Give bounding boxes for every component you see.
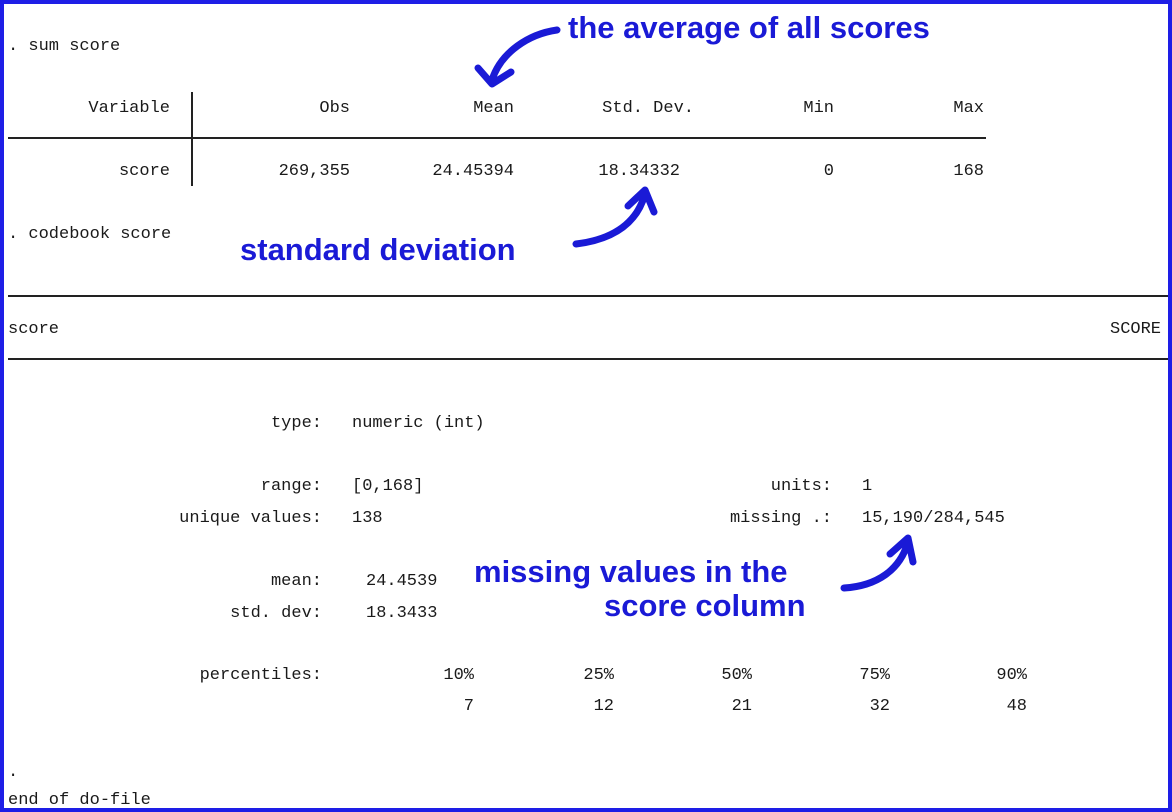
end-prompt-dot: . bbox=[8, 763, 19, 782]
unique-values-label: unique values: bbox=[179, 509, 322, 528]
cell-std-dev: 18.34332 bbox=[598, 162, 680, 181]
percentiles-label: percentiles: bbox=[199, 666, 322, 685]
percentile-value: 21 bbox=[731, 697, 752, 716]
missing-value: 15,190/284,545 bbox=[862, 509, 1005, 528]
table-divider-horizontal bbox=[8, 137, 986, 139]
header-variable: Variable bbox=[88, 99, 170, 118]
percentile-label: 75% bbox=[859, 666, 890, 685]
percentile-label: 50% bbox=[721, 666, 752, 685]
unique-values-value: 138 bbox=[352, 509, 383, 528]
codebook-variable-label: SCORE bbox=[1110, 320, 1162, 339]
std-dev-label: std. dev: bbox=[230, 604, 322, 623]
codebook-variable-name: score bbox=[8, 320, 60, 339]
percentile-value: 32 bbox=[869, 697, 890, 716]
annotation-std-dev: standard deviation bbox=[240, 232, 516, 267]
mean-label: mean: bbox=[270, 572, 322, 591]
units-label: units: bbox=[770, 477, 832, 496]
type-value: numeric (int) bbox=[352, 414, 485, 433]
codebook-rule-bottom bbox=[8, 358, 1168, 360]
arrow-missing-icon bbox=[840, 534, 917, 592]
annotation-missing-line1: missing values in the bbox=[474, 554, 788, 589]
units-value: 1 bbox=[862, 477, 873, 496]
mean-value: 24.4539 bbox=[366, 572, 438, 591]
range-value: [0,168] bbox=[352, 477, 424, 496]
missing-label: missing .: bbox=[729, 509, 832, 528]
range-label: range: bbox=[260, 477, 322, 496]
percentile-label: 25% bbox=[583, 666, 614, 685]
percentile-label: 10% bbox=[443, 666, 474, 685]
percentile-label: 90% bbox=[996, 666, 1027, 685]
cell-variable: score bbox=[118, 162, 170, 181]
codebook-rule-top bbox=[8, 295, 1168, 297]
header-obs: Obs bbox=[319, 99, 350, 118]
annotation-missing-line2: score column bbox=[604, 588, 806, 623]
cell-max: 168 bbox=[953, 162, 984, 181]
percentile-value: 12 bbox=[593, 697, 614, 716]
header-std-dev: Std. Dev. bbox=[602, 99, 694, 118]
cell-obs: 269,355 bbox=[278, 162, 350, 181]
header-max: Max bbox=[953, 99, 984, 118]
end-of-do-file: end of do-file bbox=[8, 791, 151, 810]
arrow-average-icon bbox=[474, 26, 561, 88]
type-label: type: bbox=[270, 414, 322, 433]
std-dev-value: 18.3433 bbox=[366, 604, 438, 623]
header-min: Min bbox=[803, 99, 834, 118]
cell-min: 0 bbox=[823, 162, 834, 181]
annotation-arrows bbox=[474, 26, 917, 592]
command-sum: . sum score bbox=[8, 37, 121, 56]
command-codebook: . codebook score bbox=[8, 225, 172, 244]
percentile-value: 7 bbox=[463, 697, 474, 716]
header-mean: Mean bbox=[473, 99, 514, 118]
cell-mean: 24.45394 bbox=[432, 162, 514, 181]
arrow-std-dev-icon bbox=[572, 186, 658, 248]
percentile-value: 48 bbox=[1006, 697, 1027, 716]
annotation-average: the average of all scores bbox=[568, 10, 930, 45]
table-divider-vertical bbox=[191, 92, 193, 186]
